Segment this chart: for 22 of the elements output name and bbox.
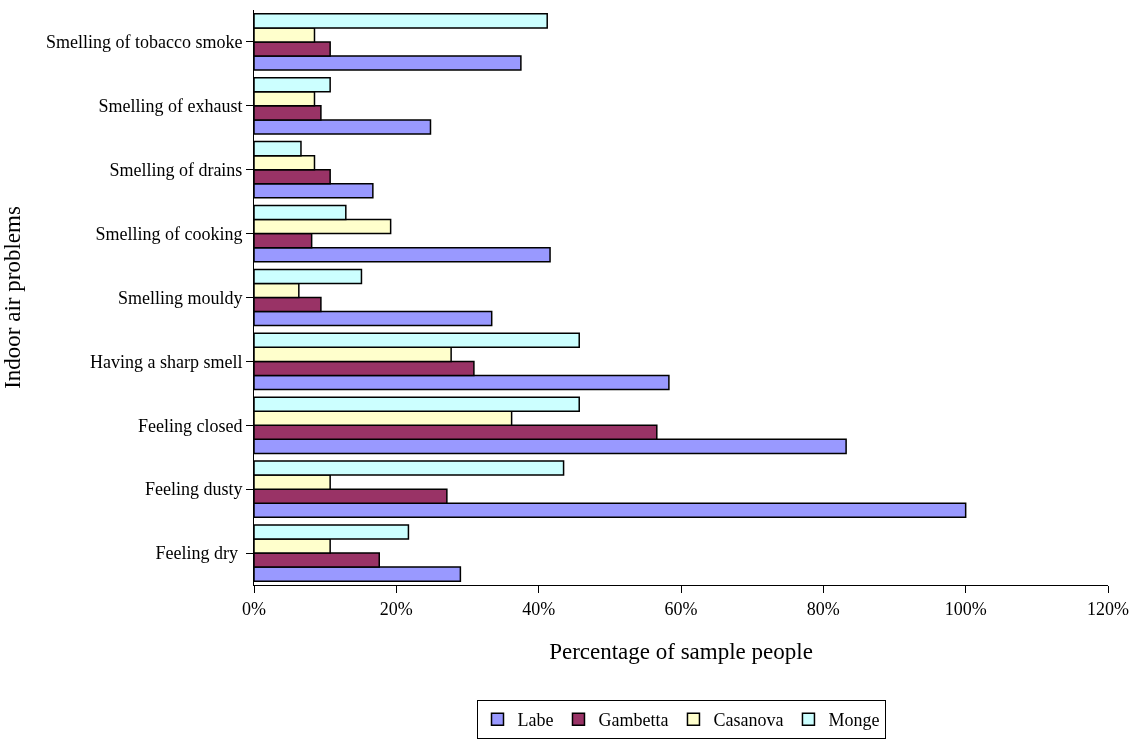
x-axis-title: Percentage of sample people bbox=[549, 639, 813, 665]
y-tick-label: Feeling closed bbox=[137, 415, 243, 436]
x-tick-label: 80% bbox=[806, 598, 840, 619]
y-tick-label: Smelling of exhaust bbox=[98, 96, 243, 117]
y-tick-label: Smelling of drains bbox=[109, 160, 243, 181]
legend-label: Gambetta bbox=[598, 710, 669, 731]
y-tick-label: Smelling of tobacco smoke bbox=[45, 32, 243, 53]
x-tick-label: 20% bbox=[379, 598, 413, 619]
legend-label: Labe bbox=[517, 710, 554, 731]
y-tick-label: Smelling mouldy bbox=[117, 287, 243, 308]
x-tick-label: 100% bbox=[944, 598, 987, 619]
y-tick-label: Feeling dry bbox=[155, 543, 243, 564]
y-axis-title: Indoor air problems bbox=[0, 206, 25, 389]
x-tick-label: 60% bbox=[664, 598, 698, 619]
legend-label: Casanova bbox=[713, 710, 784, 731]
legend-label: Monge bbox=[828, 710, 880, 731]
x-tick-label: 120% bbox=[1087, 598, 1129, 619]
y-tick-label: Smelling of cooking bbox=[95, 223, 243, 244]
x-tick-label: 0% bbox=[242, 598, 266, 619]
y-tick-label: Feeling dusty bbox=[144, 479, 243, 500]
x-tick-label: 40% bbox=[522, 598, 556, 619]
y-tick-label: Having a sharp smell bbox=[89, 351, 243, 372]
